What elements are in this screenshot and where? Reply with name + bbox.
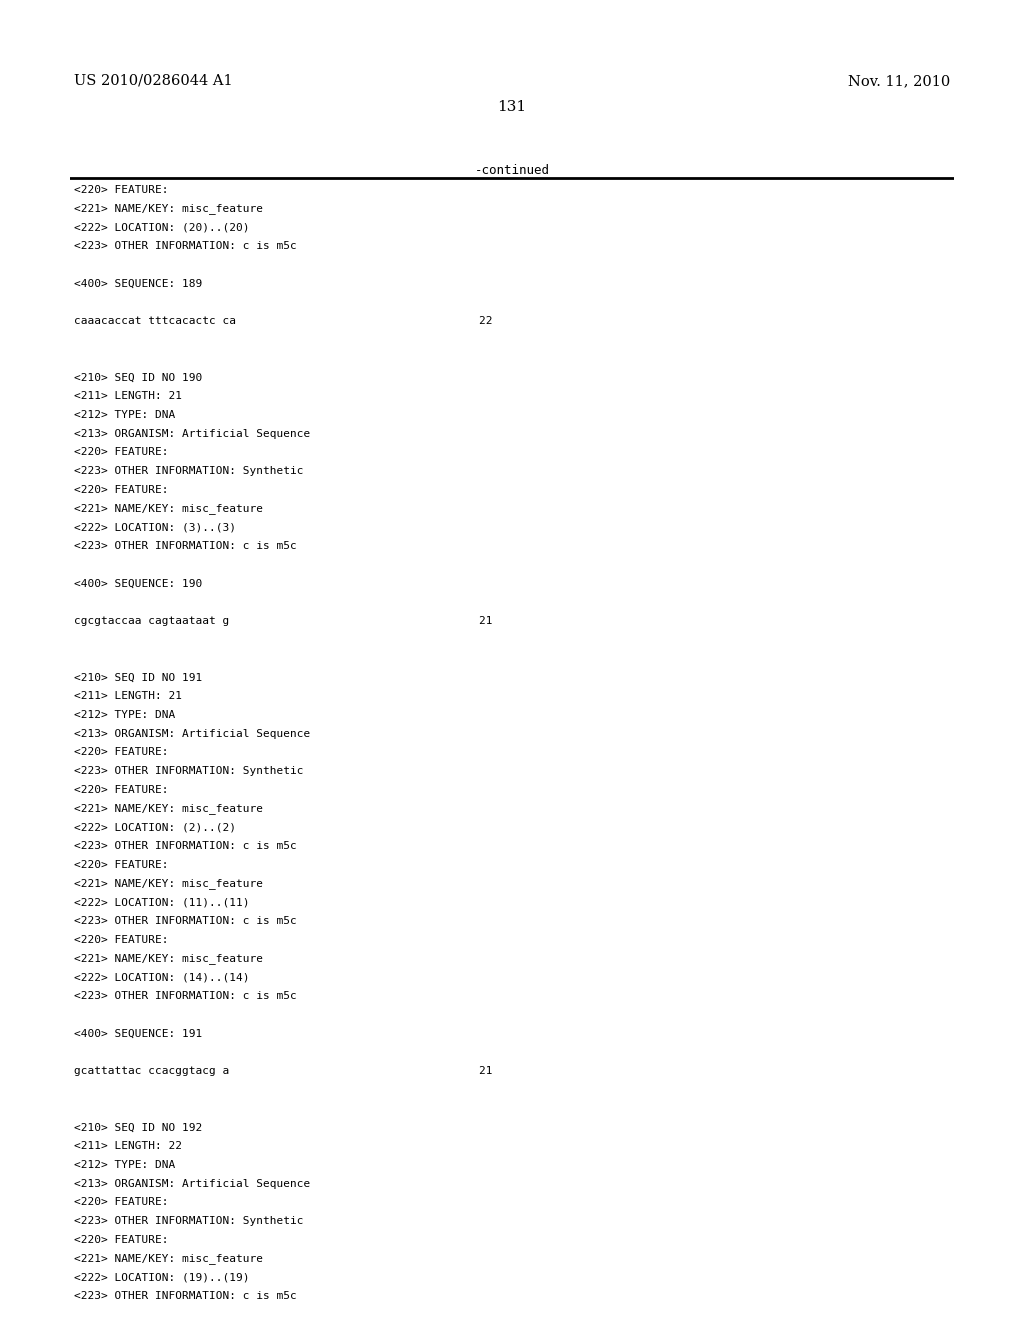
Text: <223> OTHER INFORMATION: Synthetic: <223> OTHER INFORMATION: Synthetic (74, 1216, 303, 1226)
Text: 131: 131 (498, 100, 526, 115)
Text: gcattattac ccacggtacg a                                     21: gcattattac ccacggtacg a 21 (74, 1067, 493, 1076)
Text: <220> FEATURE:: <220> FEATURE: (74, 447, 168, 457)
Text: <223> OTHER INFORMATION: c is m5c: <223> OTHER INFORMATION: c is m5c (74, 1291, 297, 1302)
Text: <221> NAME/KEY: misc_feature: <221> NAME/KEY: misc_feature (74, 953, 263, 965)
Text: <210> SEQ ID NO 190: <210> SEQ ID NO 190 (74, 372, 202, 383)
Text: cgcgtaccaa cagtaataat g                                     21: cgcgtaccaa cagtaataat g 21 (74, 616, 493, 626)
Text: <400> SEQUENCE: 189: <400> SEQUENCE: 189 (74, 279, 202, 289)
Text: <221> NAME/KEY: misc_feature: <221> NAME/KEY: misc_feature (74, 203, 263, 214)
Text: <222> LOCATION: (2)..(2): <222> LOCATION: (2)..(2) (74, 822, 236, 833)
Text: <211> LENGTH: 22: <211> LENGTH: 22 (74, 1140, 181, 1151)
Text: <213> ORGANISM: Artificial Sequence: <213> ORGANISM: Artificial Sequence (74, 429, 310, 438)
Text: <400> SEQUENCE: 191: <400> SEQUENCE: 191 (74, 1028, 202, 1039)
Text: <211> LENGTH: 21: <211> LENGTH: 21 (74, 692, 181, 701)
Text: <213> ORGANISM: Artificial Sequence: <213> ORGANISM: Artificial Sequence (74, 729, 310, 739)
Text: <222> LOCATION: (20)..(20): <222> LOCATION: (20)..(20) (74, 222, 249, 232)
Text: <223> OTHER INFORMATION: c is m5c: <223> OTHER INFORMATION: c is m5c (74, 242, 297, 251)
Text: <221> NAME/KEY: misc_feature: <221> NAME/KEY: misc_feature (74, 804, 263, 814)
Text: <220> FEATURE:: <220> FEATURE: (74, 859, 168, 870)
Text: Nov. 11, 2010: Nov. 11, 2010 (848, 74, 950, 88)
Text: <212> TYPE: DNA: <212> TYPE: DNA (74, 710, 175, 719)
Text: <210> SEQ ID NO 192: <210> SEQ ID NO 192 (74, 1122, 202, 1133)
Text: <220> FEATURE:: <220> FEATURE: (74, 1197, 168, 1208)
Text: -continued: -continued (474, 164, 550, 177)
Text: <223> OTHER INFORMATION: c is m5c: <223> OTHER INFORMATION: c is m5c (74, 541, 297, 550)
Text: <222> LOCATION: (14)..(14): <222> LOCATION: (14)..(14) (74, 973, 249, 982)
Text: <222> LOCATION: (19)..(19): <222> LOCATION: (19)..(19) (74, 1272, 249, 1282)
Text: US 2010/0286044 A1: US 2010/0286044 A1 (74, 74, 232, 88)
Text: <220> FEATURE:: <220> FEATURE: (74, 1234, 168, 1245)
Text: <223> OTHER INFORMATION: c is m5c: <223> OTHER INFORMATION: c is m5c (74, 841, 297, 851)
Text: <220> FEATURE:: <220> FEATURE: (74, 484, 168, 495)
Text: <211> LENGTH: 21: <211> LENGTH: 21 (74, 391, 181, 401)
Text: <213> ORGANISM: Artificial Sequence: <213> ORGANISM: Artificial Sequence (74, 1179, 310, 1188)
Text: <212> TYPE: DNA: <212> TYPE: DNA (74, 409, 175, 420)
Text: <223> OTHER INFORMATION: Synthetic: <223> OTHER INFORMATION: Synthetic (74, 766, 303, 776)
Text: <221> NAME/KEY: misc_feature: <221> NAME/KEY: misc_feature (74, 879, 263, 890)
Text: <220> FEATURE:: <220> FEATURE: (74, 935, 168, 945)
Text: caaacaccat tttcacactc ca                                    22: caaacaccat tttcacactc ca 22 (74, 315, 493, 326)
Text: <223> OTHER INFORMATION: c is m5c: <223> OTHER INFORMATION: c is m5c (74, 916, 297, 927)
Text: <400> SEQUENCE: 190: <400> SEQUENCE: 190 (74, 578, 202, 589)
Text: <222> LOCATION: (3)..(3): <222> LOCATION: (3)..(3) (74, 523, 236, 532)
Text: <223> OTHER INFORMATION: Synthetic: <223> OTHER INFORMATION: Synthetic (74, 466, 303, 477)
Text: <220> FEATURE:: <220> FEATURE: (74, 185, 168, 195)
Text: <220> FEATURE:: <220> FEATURE: (74, 785, 168, 795)
Text: <212> TYPE: DNA: <212> TYPE: DNA (74, 1160, 175, 1170)
Text: <220> FEATURE:: <220> FEATURE: (74, 747, 168, 758)
Text: <222> LOCATION: (11)..(11): <222> LOCATION: (11)..(11) (74, 898, 249, 907)
Text: <210> SEQ ID NO 191: <210> SEQ ID NO 191 (74, 672, 202, 682)
Text: <221> NAME/KEY: misc_feature: <221> NAME/KEY: misc_feature (74, 1254, 263, 1265)
Text: <221> NAME/KEY: misc_feature: <221> NAME/KEY: misc_feature (74, 503, 263, 515)
Text: <223> OTHER INFORMATION: c is m5c: <223> OTHER INFORMATION: c is m5c (74, 991, 297, 1001)
